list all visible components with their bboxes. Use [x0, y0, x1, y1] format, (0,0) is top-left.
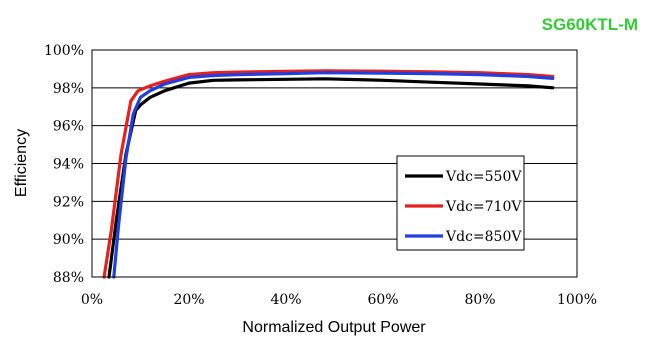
y-tick-label: 100%	[44, 43, 84, 59]
x-tick-label: 80%	[464, 292, 495, 308]
series-lines	[102, 69, 555, 279]
chart-title: SG60KTL-M	[542, 15, 638, 34]
series-line	[102, 69, 555, 279]
y-tick-label: 88%	[53, 270, 84, 286]
legend: Vdc=550V Vdc=710V Vdc=850V	[396, 155, 525, 251]
legend-label: Vdc=710V	[445, 199, 522, 215]
x-tick-label: 60%	[367, 292, 398, 308]
legend-label: Vdc=550V	[445, 169, 522, 185]
y-tick-label: 94%	[53, 157, 84, 173]
x-tick-label: 100%	[557, 292, 597, 308]
plot-frame	[91, 49, 578, 278]
y-tick-label: 98%	[53, 81, 84, 97]
x-tick-label: 40%	[270, 292, 301, 308]
x-tick-labels: 0% 20% 40% 60% 80% 100%	[81, 292, 597, 308]
x-tick-label: 20%	[173, 292, 204, 308]
y-tick-label: 90%	[53, 232, 84, 248]
x-tick-label: 0%	[81, 292, 103, 308]
y-tick-label: 96%	[53, 119, 84, 135]
legend-label: Vdc=850V	[445, 229, 522, 245]
x-axis-title: Normalized Output Power	[242, 319, 426, 336]
y-tick-label: 92%	[53, 194, 84, 210]
legend-box	[396, 155, 525, 251]
series-line	[112, 71, 555, 279]
y-tick-labels: 88% 90% 92% 94% 96% 98% 100%	[44, 43, 84, 286]
y-axis-title: Efficiency	[13, 129, 30, 197]
